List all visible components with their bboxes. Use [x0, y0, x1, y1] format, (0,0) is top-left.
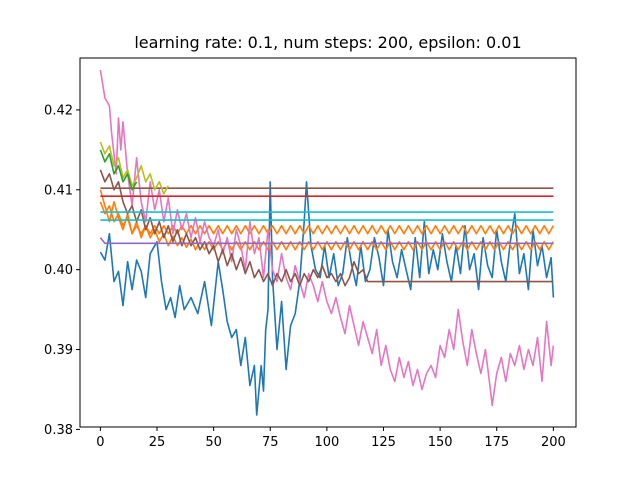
series-line-11: [99, 141, 169, 195]
series-line-10: [99, 237, 554, 245]
x-tick-label: 200: [541, 435, 566, 450]
y-tick-label: 0.38: [44, 423, 73, 438]
x-tick-label: 50: [205, 435, 222, 450]
x-tick-label: 125: [371, 435, 396, 450]
chart-title: learning rate: 0.1, num steps: 200, epsi…: [134, 33, 521, 52]
x-tick-label: 150: [428, 435, 453, 450]
y-tick-label: 0.39: [44, 343, 73, 358]
x-tick-label: 175: [484, 435, 509, 450]
series-line-5: [99, 169, 554, 287]
x-tick-label: 75: [262, 435, 279, 450]
series-line-4: [99, 69, 555, 407]
series-line-3: [99, 201, 555, 235]
x-axis: 0 25 50 75 100 125 150 175 200: [96, 427, 566, 450]
y-axis: 0.38 0.39 0.40 0.41 0.42: [44, 103, 80, 438]
plot-area: [99, 69, 555, 416]
y-tick-label: 0.41: [44, 183, 73, 198]
series-line-12: [99, 149, 138, 191]
y-tick-label: 0.40: [44, 263, 73, 278]
x-tick-label: 0: [96, 435, 104, 450]
x-tick-label: 100: [314, 435, 339, 450]
axes-frame: [79, 57, 577, 428]
y-tick-label: 0.42: [44, 103, 73, 118]
x-tick-label: 25: [149, 435, 166, 450]
